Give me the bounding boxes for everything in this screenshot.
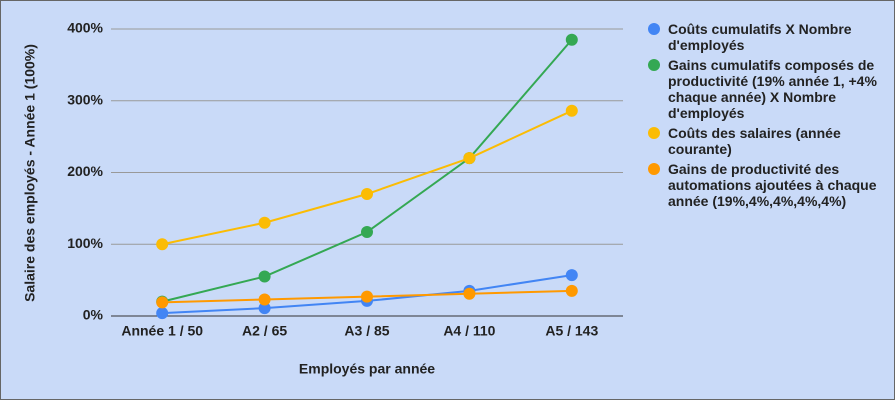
legend-label: Gains cumulatifs composés de productivit… [668, 57, 877, 121]
data-point [565, 33, 578, 46]
legend-item: Gains de productivité des automations aj… [646, 161, 881, 209]
series-line [161, 39, 573, 303]
data-point [361, 226, 373, 239]
data-point [565, 269, 578, 282]
x-tick-label: A5 / 143 [545, 323, 598, 339]
y-tick-label: 300% [67, 91, 103, 107]
y-tick-label: 400% [67, 20, 103, 36]
data-point [258, 302, 271, 315]
x-tick-label: A4 / 110 [443, 323, 495, 339]
series-line [161, 109, 573, 246]
data-point [156, 307, 169, 320]
data-point [156, 296, 169, 309]
legend-swatch [648, 163, 660, 175]
y-axis-title: Salaire des employés - Année 1 (100%) [22, 44, 38, 302]
data-point [156, 238, 169, 251]
data-point [258, 270, 271, 283]
y-tick-label: 200% [67, 163, 103, 179]
legend-swatch [648, 23, 660, 35]
legend-item: Coûts cumulatifs X Nombre d'employés [646, 21, 881, 53]
data-point [463, 152, 476, 165]
legend-label: Coûts cumulatifs X Nombre d'employés [668, 21, 852, 53]
data-point [361, 290, 373, 303]
y-tick-label: 100% [67, 235, 103, 251]
data-point [463, 287, 476, 300]
data-point [258, 293, 271, 306]
data-point [565, 284, 578, 297]
legend: Coûts cumulatifs X Nombre d'employés Gain… [646, 21, 881, 213]
x-tick-label: A3 / 85 [344, 323, 389, 339]
data-point [258, 216, 271, 229]
data-point [361, 188, 373, 201]
legend-label: Coûts des salaires (année courante) [668, 125, 841, 157]
data-point [565, 104, 578, 117]
x-tick-label: Année 1 / 50 [121, 323, 203, 339]
legend-item: Coûts des salaires (année courante) [646, 125, 881, 157]
x-tick-label: A2 / 65 [242, 323, 287, 339]
legend-label: Gains de productivité des automations aj… [668, 161, 877, 209]
x-axis-title: Employés par année [299, 361, 435, 377]
legend-swatch [648, 59, 660, 71]
legend-swatch [648, 127, 660, 139]
legend-item: Gains cumulatifs composés de productivit… [646, 57, 881, 121]
y-tick-label: 0% [83, 307, 104, 323]
